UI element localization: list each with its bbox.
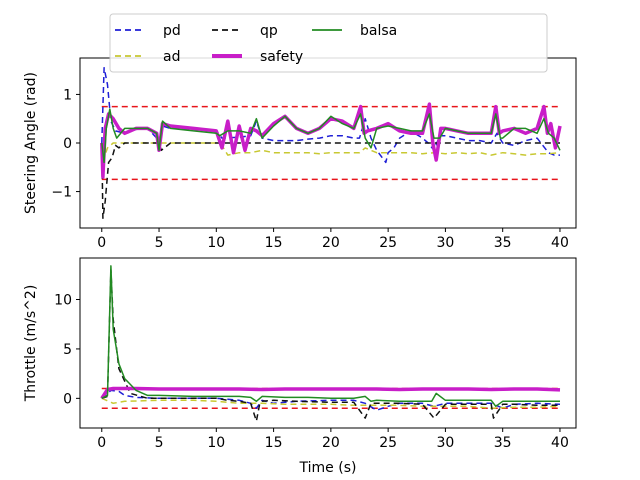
series-qp-0 [101,142,560,220]
x-tick-label-0-5: 5 [155,235,164,251]
steering-angle-plot: 0 5 10 15 20 25 30 35 40 −1 0 1 Steering Angle (rad… [23,57,577,251]
x-tick-label-0-20: 20 [322,235,340,251]
steering-ticks: 0 5 10 15 20 25 30 35 40 −1 0 1 [51,87,569,251]
x-tick-label-0-0: 0 [97,235,106,251]
series-balsa-1 [101,265,560,408]
x-tick-label-0-25: 25 [379,235,397,251]
legend: pd ad qp safety balsa [109,13,548,73]
y-tick-label-0-0: 0 [63,136,72,152]
legend-label-safety: safety [260,49,303,65]
y-tick-label-0-1: 1 [63,87,72,103]
legend-label-ad: ad [163,49,180,65]
legend-label-balsa: balsa [360,23,397,39]
x-tick-label-1-40: 40 [551,435,569,451]
y-tick-label-1-0: 0 [63,391,72,407]
throttle-plot-frame [79,257,577,429]
series-safety-1 [100,386,561,400]
throttle-y-axis-label: Throttle (m/s^2) [23,285,39,403]
throttle-ticks: 0 5 10 15 20 25 30 35 40 0 5 10 [54,293,569,451]
x-tick-label-1-35: 35 [494,435,512,451]
series-ad-1 [101,397,561,409]
series-qp-1 [101,269,560,422]
x-tick-label-1-30: 30 [436,435,454,451]
x-tick-label-1-20: 20 [322,435,340,451]
x-tick-label-1-0: 0 [97,435,106,451]
x-tick-label-0-30: 30 [436,235,454,251]
y-tick-label-1-5: 5 [63,342,72,358]
legend-label-pd: pd [163,23,181,39]
legend-label-qp: qp [260,23,278,39]
x-tick-label-0-10: 10 [207,235,225,251]
x-tick-label-0-40: 40 [551,235,569,251]
x-tick-label-1-5: 5 [155,435,164,451]
x-tick-label-1-25: 25 [379,435,397,451]
time-x-axis-label: Time (s) [299,460,357,476]
steering-y-axis-label: Steering Angle (rad) [23,72,39,214]
legend-entries: pd ad qp safety balsa [115,23,397,65]
throttle-series-layer [100,265,561,422]
x-tick-label-0-35: 35 [494,235,512,251]
y-tick-label-0--1: −1 [51,185,72,201]
x-tick-label-0-15: 15 [265,235,283,251]
throttle-plot: 0 5 10 15 20 25 30 35 40 0 5 10 Throttle (m/s^2) Ti… [23,257,577,476]
x-tick-label-1-10: 10 [207,435,225,451]
series-balsa-0 [101,108,561,164]
steering-series-layer [100,66,562,220]
x-tick-label-1-15: 15 [265,435,283,451]
y-tick-label-1-10: 10 [54,293,72,309]
